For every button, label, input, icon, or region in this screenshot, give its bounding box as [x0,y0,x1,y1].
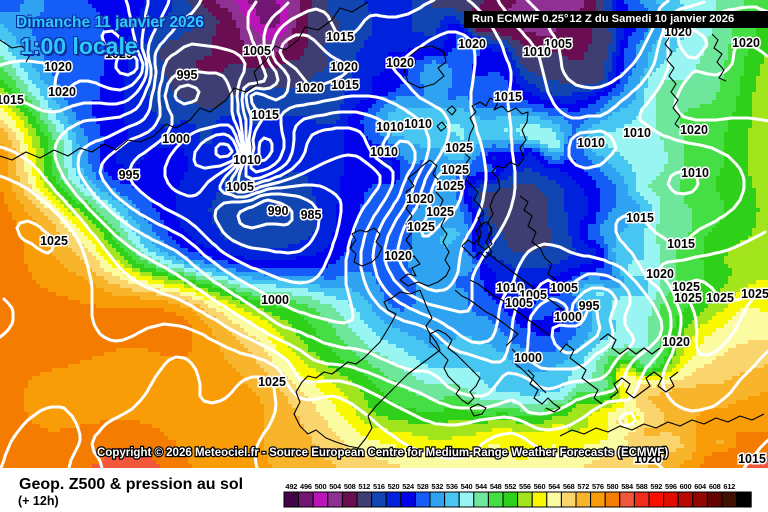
svg-text:995: 995 [119,168,140,182]
svg-text:604: 604 [694,482,707,491]
svg-text:492: 492 [285,482,297,491]
svg-text:1025: 1025 [672,280,700,294]
svg-text:1020: 1020 [44,60,72,74]
svg-text:588: 588 [636,482,648,491]
svg-text:576: 576 [592,482,604,491]
svg-text:990: 990 [268,204,289,218]
svg-text:1000: 1000 [261,293,289,307]
svg-text:1020: 1020 [384,249,412,263]
svg-text:592: 592 [650,482,662,491]
svg-text:536: 536 [446,482,458,491]
svg-text:1010: 1010 [404,117,432,131]
svg-text:1015: 1015 [326,30,354,44]
svg-text:1025: 1025 [741,287,768,301]
svg-text:500: 500 [315,482,327,491]
svg-text:1010: 1010 [233,153,261,167]
svg-text:Copyright © 2026 Meteociel.fr: Copyright © 2026 Meteociel.fr - Source E… [97,447,668,459]
svg-text:496: 496 [300,482,312,491]
svg-text:548: 548 [490,482,502,491]
svg-text:540: 540 [461,482,473,491]
svg-text:1025: 1025 [441,163,469,177]
svg-text:508: 508 [344,482,356,491]
svg-text:985: 985 [301,208,322,222]
svg-text:612: 612 [723,482,735,491]
svg-text:1015: 1015 [331,78,359,92]
svg-text:596: 596 [665,482,677,491]
svg-text:1020: 1020 [646,267,674,281]
svg-text:580: 580 [607,482,619,491]
svg-text:1020: 1020 [662,335,690,349]
svg-text:544: 544 [475,482,488,491]
svg-text:556: 556 [519,482,531,491]
svg-text:1020: 1020 [406,192,434,206]
svg-text:528: 528 [417,482,429,491]
svg-text:1025: 1025 [40,234,68,248]
svg-text:1000: 1000 [514,351,542,365]
svg-text:1010: 1010 [523,45,551,59]
svg-text:600: 600 [680,482,692,491]
svg-text:1015: 1015 [494,90,522,104]
svg-text:1005: 1005 [505,296,533,310]
svg-text:516: 516 [373,482,385,491]
svg-text:1010: 1010 [681,166,709,180]
svg-text:520: 520 [388,482,400,491]
svg-text:1015: 1015 [667,237,695,251]
svg-text:1005: 1005 [226,180,254,194]
svg-text:1025: 1025 [407,220,435,234]
svg-text:1015: 1015 [626,211,654,225]
svg-text:1025: 1025 [445,141,473,155]
svg-text:1005: 1005 [550,281,578,295]
svg-text:564: 564 [548,482,561,491]
svg-text:572: 572 [577,482,589,491]
svg-text:1000: 1000 [554,310,582,324]
svg-text:584: 584 [621,482,634,491]
svg-text:995: 995 [177,68,198,82]
svg-text:1025: 1025 [674,291,702,305]
svg-text:524: 524 [402,482,415,491]
svg-text:552: 552 [504,482,516,491]
svg-text:512: 512 [358,482,370,491]
svg-text:1020: 1020 [634,452,662,466]
svg-text:1000: 1000 [162,132,190,146]
svg-text:1020: 1020 [732,36,760,50]
svg-text:568: 568 [563,482,575,491]
svg-text:1020: 1020 [296,81,324,95]
svg-text:1025: 1025 [105,47,133,61]
svg-text:1005: 1005 [243,44,271,58]
svg-text:1015: 1015 [251,108,279,122]
svg-text:1005: 1005 [544,37,572,51]
svg-text:1020: 1020 [680,123,708,137]
svg-text:1010: 1010 [370,145,398,159]
svg-text:1020: 1020 [330,60,358,74]
svg-text:1010: 1010 [623,126,651,140]
svg-text:532: 532 [431,482,443,491]
svg-text:1020: 1020 [48,85,76,99]
svg-text:1015: 1015 [738,452,766,466]
svg-text:608: 608 [709,482,721,491]
svg-text:1020: 1020 [458,37,486,51]
svg-text:1025: 1025 [436,179,464,193]
svg-text:1005: 1005 [519,288,547,302]
svg-text:1025: 1025 [706,291,734,305]
svg-text:1015: 1015 [0,93,24,107]
svg-text:1010: 1010 [577,136,605,150]
svg-text:1010: 1010 [496,281,524,295]
svg-text:1020: 1020 [386,56,414,70]
svg-text:995: 995 [579,299,600,313]
svg-text:1025: 1025 [426,205,454,219]
svg-text:1010: 1010 [376,120,404,134]
svg-text:560: 560 [534,482,546,491]
svg-text:504: 504 [329,482,342,491]
svg-text:1025: 1025 [258,375,286,389]
